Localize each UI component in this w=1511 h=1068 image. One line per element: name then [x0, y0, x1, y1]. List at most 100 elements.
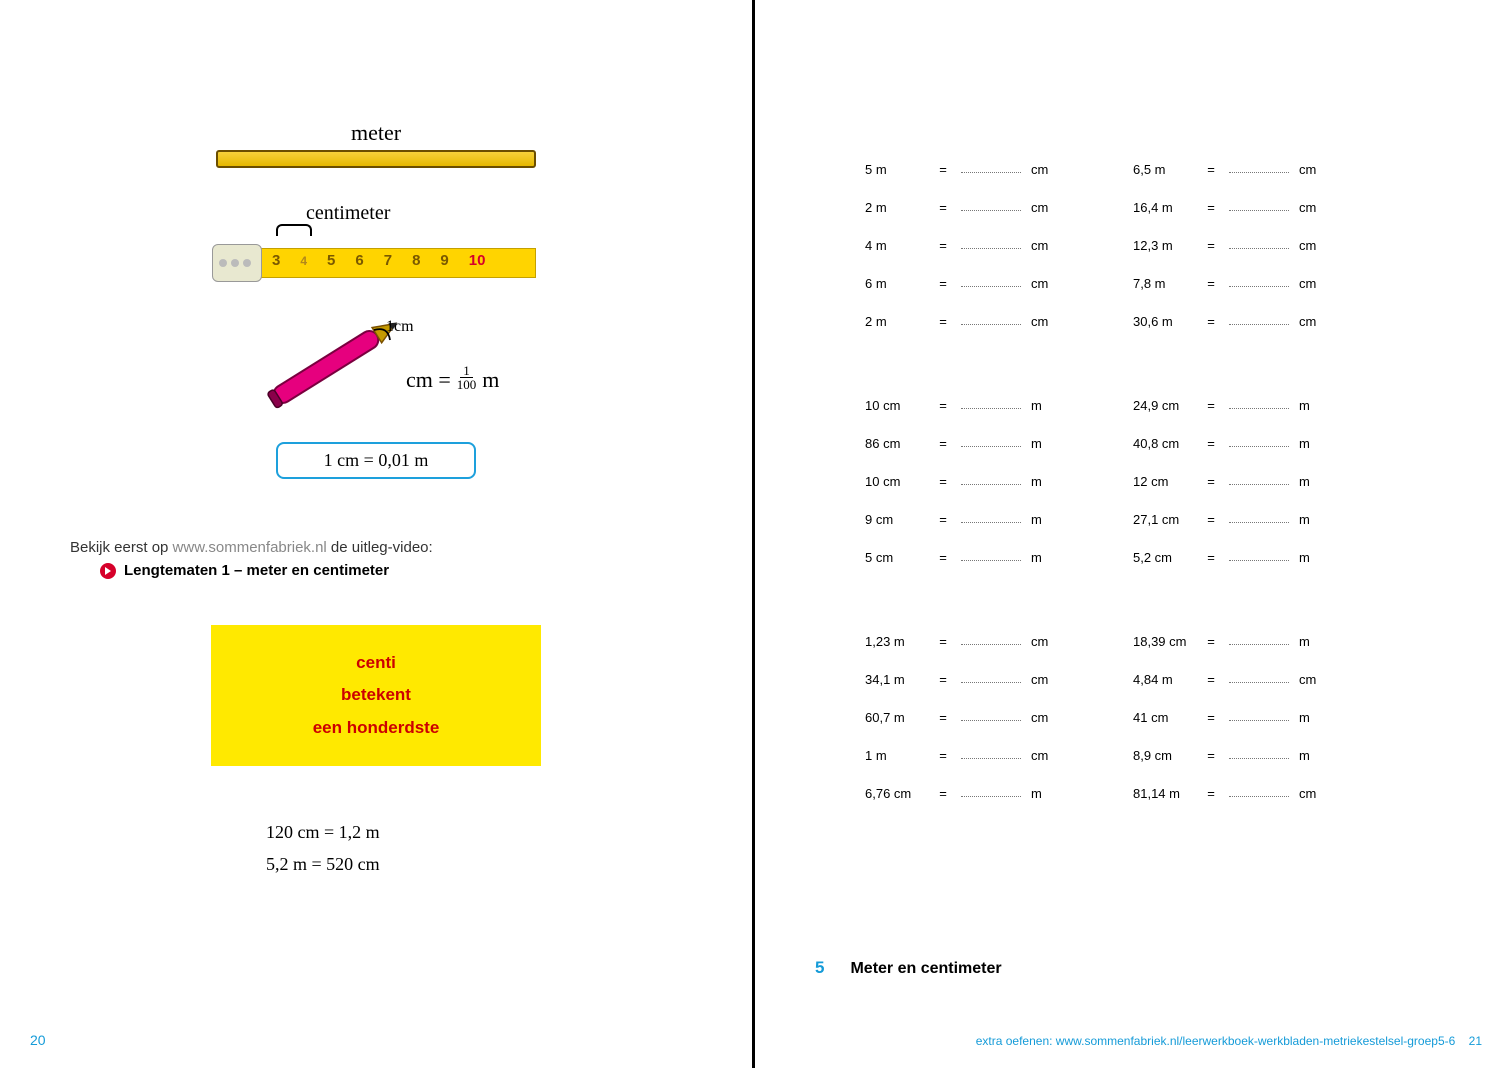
footer-right: extra oefenen: www.sommenfabriek.nl/leer…	[976, 1034, 1482, 1048]
bracket-icon	[276, 224, 312, 236]
answer-blank[interactable]	[1229, 673, 1289, 683]
yellow-definition-box: centi betekent een honderdste	[211, 625, 541, 766]
answer-blank[interactable]	[1229, 749, 1289, 759]
page-right: 5 m=cm2 m=cm4 m=cm6 m=cm2 m=cm 10 cm=m86…	[755, 0, 1510, 1068]
answer-blank[interactable]	[1229, 315, 1289, 325]
answer-blank[interactable]	[961, 787, 1021, 797]
exercise-row: 16,4 m=cm	[1133, 188, 1321, 226]
exercise-lhs: 6,76 cm	[865, 786, 931, 801]
answer-blank[interactable]	[961, 749, 1021, 759]
answer-blank[interactable]	[961, 711, 1021, 721]
exercise-row: 24,9 cm=m	[1133, 386, 1321, 424]
exercise-row: 12 cm=m	[1133, 462, 1321, 500]
video-url: www.sommenfabriek.nl	[173, 539, 327, 556]
exercise-row: 5 m=cm	[865, 150, 1053, 188]
exercise-unit: cm	[1027, 276, 1053, 291]
exercise-lhs: 6,5 m	[1133, 162, 1199, 177]
equals-sign: =	[931, 162, 955, 177]
answer-blank[interactable]	[961, 399, 1021, 409]
answer-blank[interactable]	[961, 551, 1021, 561]
exercise-unit: cm	[1295, 672, 1321, 687]
exercise-group: 10 cm=m86 cm=m10 cm=m9 cm=m5 cm=m	[865, 386, 1053, 576]
equals-sign: =	[931, 672, 955, 687]
cm-fraction: cm = 1 100 m	[406, 366, 499, 393]
equals-sign: =	[1199, 398, 1223, 413]
section-heading: 5 Meter en centimeter	[815, 958, 1002, 978]
answer-blank[interactable]	[961, 475, 1021, 485]
exercise-unit: cm	[1027, 238, 1053, 253]
exercise-lhs: 10 cm	[865, 474, 931, 489]
exercise-unit: m	[1295, 710, 1321, 725]
exercise-lhs: 34,1 m	[865, 672, 931, 687]
page-left: meter centimeter 3 4 5 6 7 8 9 10	[0, 0, 755, 1068]
equals-sign: =	[1199, 200, 1223, 215]
exercise-lhs: 86 cm	[865, 436, 931, 451]
video-title: Lengtematen 1 – meter en centimeter	[124, 562, 389, 579]
answer-blank[interactable]	[1229, 163, 1289, 173]
exercise-unit: m	[1027, 398, 1053, 413]
exercise-lhs: 12 cm	[1133, 474, 1199, 489]
exercise-col-right: 6,5 m=cm16,4 m=cm12,3 m=cm7,8 m=cm30,6 m…	[1133, 150, 1321, 858]
exercise-lhs: 4 m	[865, 238, 931, 253]
answer-blank[interactable]	[1229, 711, 1289, 721]
equals-sign: =	[1199, 238, 1223, 253]
exercise-unit: cm	[1295, 238, 1321, 253]
exercise-lhs: 6 m	[865, 276, 931, 291]
exercise-unit: cm	[1027, 314, 1053, 329]
answer-blank[interactable]	[961, 315, 1021, 325]
exercise-unit: cm	[1027, 200, 1053, 215]
exercise-unit: m	[1295, 512, 1321, 527]
exercise-col-left: 5 m=cm2 m=cm4 m=cm6 m=cm2 m=cm 10 cm=m86…	[865, 150, 1053, 858]
exercise-row: 5 cm=m	[865, 538, 1053, 576]
answer-blank[interactable]	[961, 277, 1021, 287]
answer-blank[interactable]	[1229, 399, 1289, 409]
exercise-group: 1,23 m=cm34,1 m=cm60,7 m=cm1 m=cm6,76 cm…	[865, 622, 1053, 812]
answer-blank[interactable]	[1229, 277, 1289, 287]
exercise-lhs: 18,39 cm	[1133, 634, 1199, 649]
equals-sign: =	[931, 238, 955, 253]
answer-blank[interactable]	[961, 437, 1021, 447]
answer-blank[interactable]	[961, 673, 1021, 683]
exercise-unit: m	[1027, 474, 1053, 489]
exercise-row: 4 m= cm	[865, 226, 1053, 264]
exercise-row: 6 m= cm	[865, 264, 1053, 302]
exercise-lhs: 9 cm	[865, 512, 931, 527]
equals-sign: =	[1199, 786, 1223, 801]
equals-sign: =	[1199, 276, 1223, 291]
equals-sign: =	[931, 474, 955, 489]
exercise-row: 5,2 cm=m	[1133, 538, 1321, 576]
answer-blank[interactable]	[1229, 475, 1289, 485]
answer-blank[interactable]	[1229, 239, 1289, 249]
exercise-group: 18,39 cm=m4,84 m=cm41 cm=m8,9 cm=m81,14 …	[1133, 622, 1321, 812]
exercise-lhs: 24,9 cm	[1133, 398, 1199, 413]
equals-sign: =	[1199, 550, 1223, 565]
answer-blank[interactable]	[1229, 787, 1289, 797]
answer-blank[interactable]	[961, 513, 1021, 523]
equals-sign: =	[931, 550, 955, 565]
equals-sign: =	[1199, 748, 1223, 763]
answer-blank[interactable]	[1229, 201, 1289, 211]
answer-blank[interactable]	[1229, 437, 1289, 447]
centimeter-label: centimeter	[306, 202, 390, 225]
answer-blank[interactable]	[1229, 513, 1289, 523]
exercise-lhs: 27,1 cm	[1133, 512, 1199, 527]
answer-blank[interactable]	[961, 201, 1021, 211]
answer-blank[interactable]	[1229, 635, 1289, 645]
answer-blank[interactable]	[961, 239, 1021, 249]
exercise-row: 10 cm= m	[865, 462, 1053, 500]
exercise-row: 12,3 m= cm	[1133, 226, 1321, 264]
exercise-row: 27,1 cm= m	[1133, 500, 1321, 538]
exercise-unit: m	[1295, 634, 1321, 649]
exercise-row: 9 cm=m	[865, 500, 1053, 538]
answer-blank[interactable]	[961, 163, 1021, 173]
exercise-lhs: 30,6 m	[1133, 314, 1199, 329]
centimeter-label-wrap: centimeter	[216, 202, 536, 238]
answer-blank[interactable]	[1229, 551, 1289, 561]
exercise-lhs: 12,3 m	[1133, 238, 1199, 253]
exercise-row: 18,39 cm=m	[1133, 622, 1321, 660]
answer-blank[interactable]	[961, 635, 1021, 645]
equals-sign: =	[931, 786, 955, 801]
meter-stick-graphic	[216, 150, 536, 168]
equals-sign: =	[931, 276, 955, 291]
equals-sign: =	[1199, 512, 1223, 527]
